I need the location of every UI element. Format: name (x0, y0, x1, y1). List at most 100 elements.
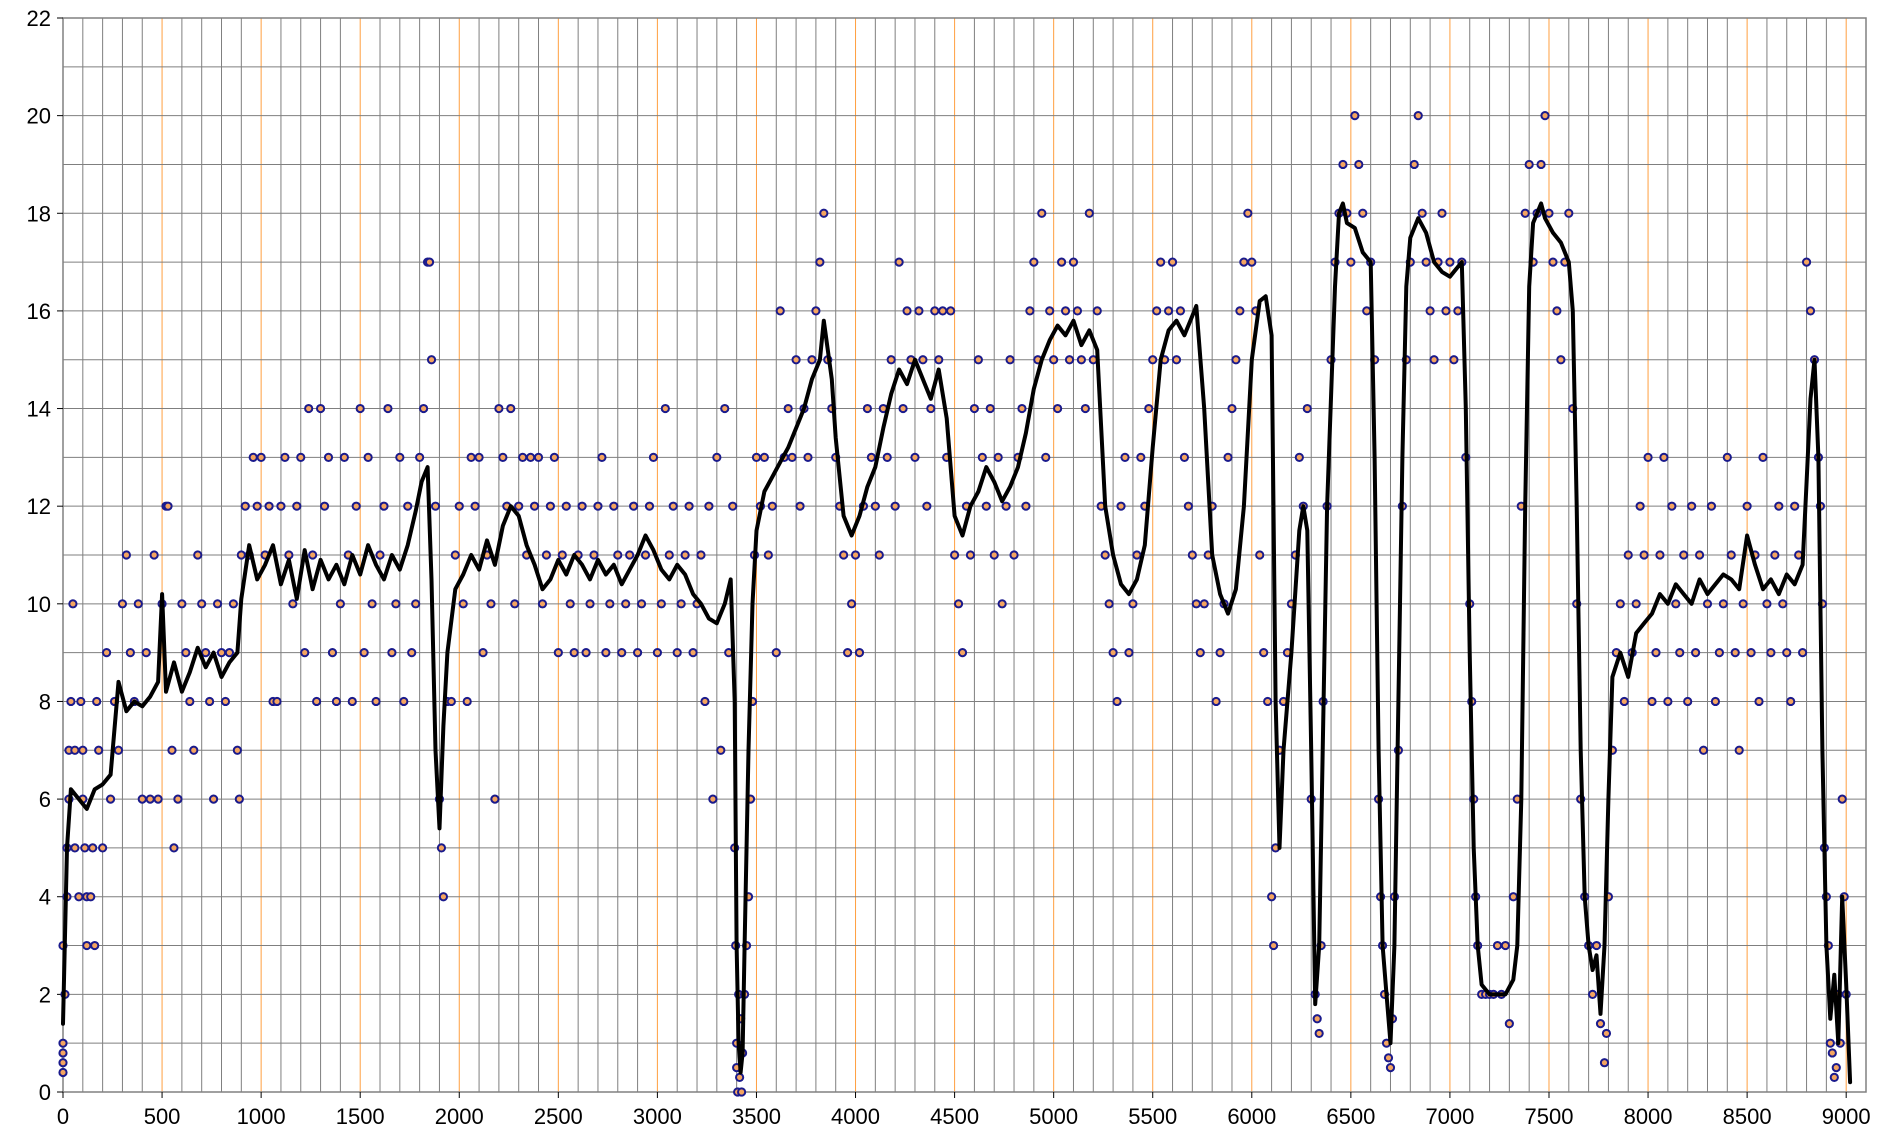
data-point (676, 599, 686, 609)
data-point (470, 501, 480, 511)
y-tick-label: 4 (39, 885, 51, 910)
data-point (737, 1087, 747, 1097)
data-point (1492, 940, 1503, 951)
data-point (700, 696, 710, 707)
y-tick-label: 8 (39, 689, 51, 714)
data-point (80, 843, 90, 853)
data-point (478, 648, 488, 658)
data-point (304, 403, 314, 414)
data-point (181, 648, 191, 658)
data-point (890, 501, 900, 511)
data-point (795, 501, 805, 511)
data-point (787, 452, 797, 462)
data-point (720, 403, 730, 414)
data-point (438, 892, 449, 902)
x-tick-label: 2000 (435, 1104, 484, 1129)
data-point (1544, 208, 1554, 218)
data-point (419, 403, 429, 414)
x-tick-label: 3500 (732, 1104, 781, 1129)
data-point (1092, 306, 1102, 316)
data-point (914, 306, 924, 316)
data-point (90, 940, 100, 951)
data-point (1187, 550, 1197, 560)
data-point (1591, 940, 1602, 951)
data-point (1718, 599, 1728, 609)
data-point (1556, 355, 1566, 365)
data-point (557, 550, 567, 560)
data-point (1801, 257, 1812, 267)
data-point (815, 257, 825, 267)
data-point (1409, 159, 1419, 170)
data-point (965, 550, 976, 560)
data-point (1548, 257, 1558, 267)
data-point (1825, 1038, 1835, 1048)
data-point (910, 452, 920, 462)
data-point (1694, 550, 1705, 560)
data-point (716, 745, 726, 755)
data-point (1601, 1028, 1612, 1039)
data-point (1021, 501, 1031, 511)
data-point (735, 1072, 745, 1082)
data-point (1599, 1058, 1610, 1068)
data-point (1029, 257, 1039, 267)
data-point (1338, 159, 1348, 170)
data-point (424, 257, 435, 267)
data-point (668, 501, 678, 511)
data-point (938, 306, 948, 316)
data-point (1730, 648, 1740, 658)
data-point (1615, 599, 1625, 609)
x-tick-label: 5500 (1128, 1104, 1177, 1129)
data-point (248, 452, 258, 462)
data-point (163, 501, 173, 511)
data-point (1156, 257, 1166, 267)
data-point (1631, 599, 1641, 609)
data-point (1504, 1019, 1514, 1029)
data-point (1643, 452, 1653, 462)
data-point (1742, 501, 1752, 511)
data-point (767, 501, 777, 511)
data-point (1417, 208, 1427, 218)
data-point (1746, 648, 1756, 658)
data-point (1231, 355, 1241, 365)
data-point (415, 452, 425, 462)
data-point (843, 648, 853, 658)
data-point (153, 794, 163, 804)
data-point (862, 403, 873, 414)
data-point (1619, 696, 1629, 707)
data-point (886, 355, 896, 365)
data-point (308, 550, 318, 560)
data-point (854, 648, 865, 658)
data-point (1084, 208, 1094, 218)
data-point (1421, 257, 1431, 267)
data-point (1144, 403, 1154, 414)
data-point (327, 648, 338, 658)
data-point (946, 306, 956, 316)
x-tick-label: 3000 (633, 1104, 682, 1129)
data-point (712, 452, 722, 462)
data-point (514, 501, 524, 511)
data-point (1354, 159, 1364, 170)
data-point (652, 648, 662, 658)
data-point (1623, 550, 1633, 560)
data-point (312, 696, 322, 707)
data-point (656, 599, 666, 609)
data-point (1687, 501, 1697, 511)
data-point (280, 452, 290, 462)
data-point (589, 550, 599, 560)
data-point (1679, 550, 1689, 560)
data-point (684, 501, 694, 511)
data-point (759, 452, 769, 462)
data-point (625, 550, 635, 560)
y-tick-label: 10 (27, 592, 51, 617)
data-point (1128, 599, 1138, 609)
y-tick-label: 16 (27, 299, 51, 324)
data-point (1635, 501, 1645, 511)
data-point (1195, 648, 1205, 658)
data-point (553, 648, 563, 658)
data-point (436, 843, 447, 853)
data-point (458, 599, 468, 609)
data-point (234, 794, 244, 804)
data-point (1536, 159, 1546, 170)
data-point (922, 501, 932, 511)
data-point (1829, 1072, 1839, 1082)
